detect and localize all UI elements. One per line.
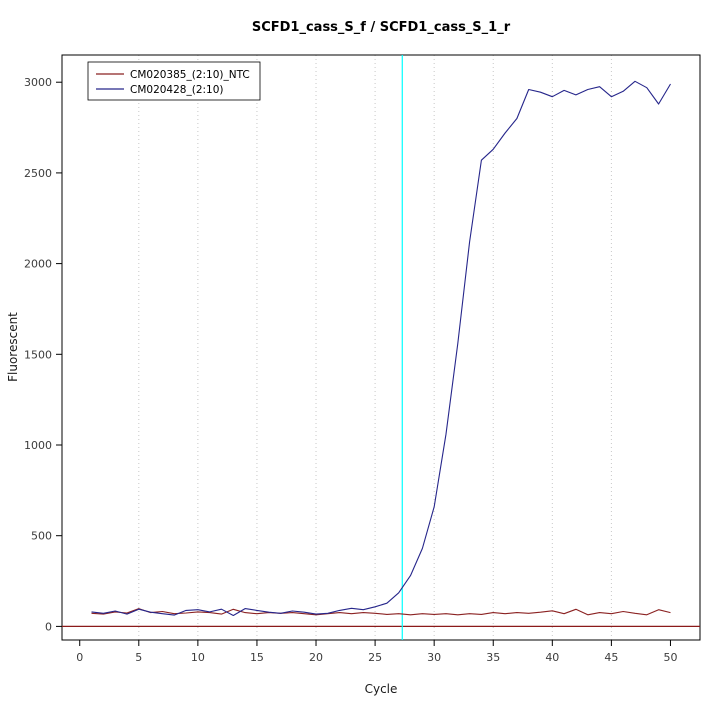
y-tick-label: 2500 xyxy=(24,167,52,180)
y-tick-label: 1500 xyxy=(24,348,52,361)
y-tick-label: 2000 xyxy=(24,258,52,271)
series-line-0 xyxy=(91,608,671,616)
x-tick-label: 35 xyxy=(486,651,500,664)
x-axis-label: Cycle xyxy=(365,682,398,696)
x-tick-label: 5 xyxy=(135,651,142,664)
y-tick-label: 0 xyxy=(45,620,52,633)
x-tick-label: 10 xyxy=(191,651,205,664)
legend: CM020385_(2:10)_NTC CM020428_(2:10) xyxy=(87,61,261,101)
chart-title: SCFD1_cass_S_f / SCFD1_cass_S_1_r xyxy=(252,20,511,35)
legend-label-0: CM020385_(2:10)_NTC xyxy=(130,69,250,81)
series-line-1 xyxy=(91,80,671,617)
x-tick-label: 20 xyxy=(309,651,323,664)
x-tick-label: 0 xyxy=(76,651,83,664)
plot-box xyxy=(61,54,701,641)
x-tick-label: 15 xyxy=(250,651,264,664)
y-tick-label: 1000 xyxy=(24,439,52,452)
legend-box xyxy=(87,61,261,101)
y-axis-label: Fluorescent xyxy=(6,312,20,382)
y-tick-label: 500 xyxy=(31,530,52,543)
threshold-lines xyxy=(62,55,700,640)
legend-label-1: CM020428_(2:10) xyxy=(130,84,224,96)
x-tick-label: 30 xyxy=(427,651,441,664)
x-tick-label: 25 xyxy=(368,651,382,664)
axes: 0 5 10 15 20 25 30 35 40 45 5005001000150020002500… xyxy=(24,54,701,664)
series-lines xyxy=(91,80,671,617)
x-tick-label: 45 xyxy=(604,651,618,664)
gridlines xyxy=(138,55,612,640)
x-tick-label: 50 xyxy=(663,651,677,664)
y-tick-label: 3000 xyxy=(24,76,52,89)
x-tick-label: 40 xyxy=(545,651,559,664)
